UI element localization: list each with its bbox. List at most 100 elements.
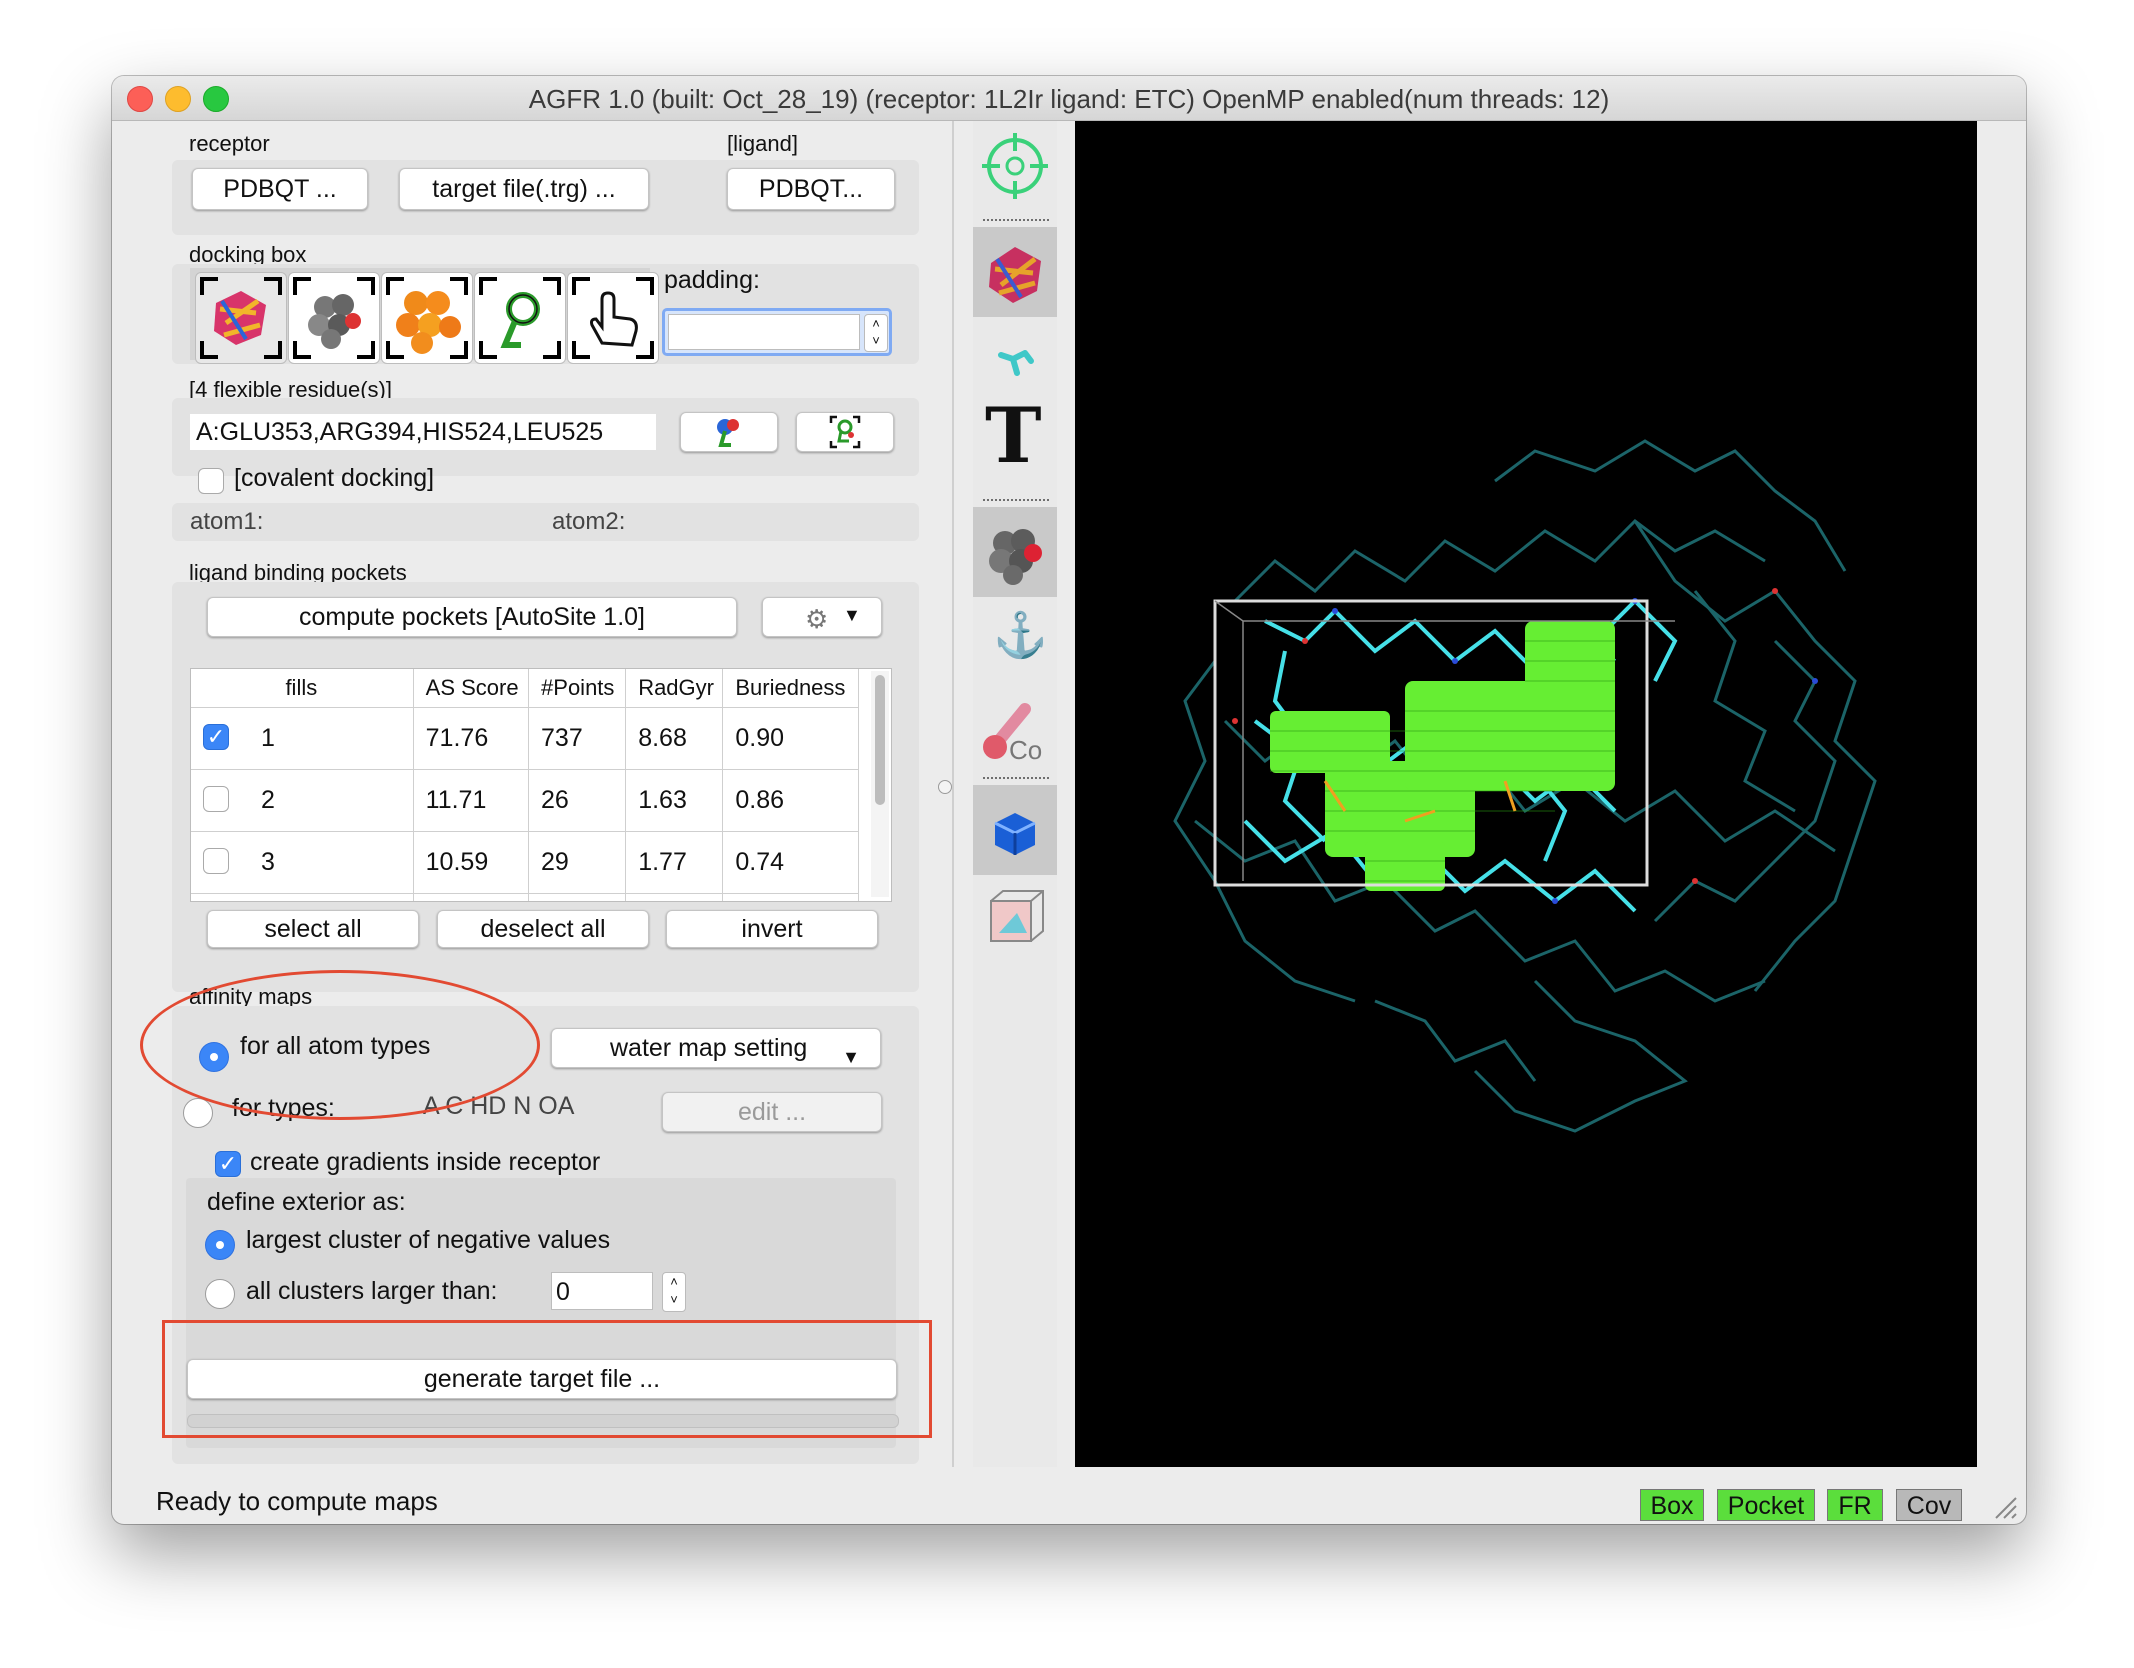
covalent-checkbox[interactable] [198, 468, 224, 494]
cluster-size-stepper[interactable]: ˄ ˅ [662, 1272, 686, 1312]
pocket-spheres-icon [386, 277, 468, 359]
covalent-panel [172, 503, 919, 541]
fill-cell: 3 [191, 831, 414, 894]
toggle-ligand-button[interactable] [973, 317, 1057, 407]
anchor-button[interactable]: ⚓ [973, 597, 1057, 687]
pockets-settings-menu[interactable]: ⚙ ▼ [762, 597, 882, 637]
buried-cell: 0.74 [722, 831, 859, 894]
box-manual-button[interactable] [567, 272, 659, 364]
covalent-bond-button[interactable]: Co [973, 681, 1057, 771]
hand-pointer-icon [572, 277, 654, 359]
invert-button[interactable]: invert [666, 910, 878, 948]
table-row[interactable]: ✓ 1 71.76 737 8.68 0.90 [191, 707, 859, 770]
toggle-receptor-button[interactable] [973, 227, 1057, 317]
box-ligand-button[interactable] [288, 272, 380, 364]
text-icon: T [985, 391, 1042, 480]
radgyr-cell: 1.63 [625, 769, 724, 832]
table-scrollbar[interactable] [871, 671, 889, 897]
col-buriedness[interactable]: Buriedness [722, 669, 859, 708]
score-cell: 71.76 [413, 707, 530, 770]
covalent-label: [covalent docking] [234, 464, 435, 492]
radgyr-cell: 8.68 [625, 707, 724, 770]
generate-target-button[interactable]: generate target file ... [187, 1359, 897, 1399]
compute-pockets-button[interactable]: compute pockets [AutoSite 1.0] [207, 597, 737, 637]
tool-sidebar: T ⚓ Co [973, 121, 1057, 1467]
box-pocket-button[interactable] [381, 272, 473, 364]
ligand-spheres-icon [293, 277, 375, 359]
minimize-window-button[interactable] [165, 86, 191, 112]
toggle-grid-box-button[interactable] [973, 875, 1057, 965]
flex-clear-button[interactable] [796, 412, 894, 452]
water-map-setting-menu[interactable]: water map setting ▼ [551, 1028, 881, 1068]
define-exterior-label: define exterior as: [207, 1188, 406, 1216]
receptor-pdbqt-button[interactable]: PDBQT ... [192, 168, 368, 210]
zoom-window-button[interactable] [203, 86, 229, 112]
gradients-checkbox[interactable]: ✓ [215, 1151, 241, 1177]
docking-box-label: docking box [189, 242, 307, 267]
points-cell: 26 [528, 769, 627, 832]
flex-pick-button[interactable] [680, 412, 778, 452]
sidebar-divider [983, 499, 1049, 501]
table-scroll-thumb[interactable] [875, 675, 885, 805]
cov-status-badge: Cov [1896, 1489, 1962, 1521]
atom1-label: atom1: [190, 508, 264, 535]
covalent-icon: Co [983, 703, 1042, 765]
table-row[interactable]: 2 11.71 26 1.63 0.86 [191, 769, 859, 832]
all-clusters-label: all clusters larger than: [246, 1277, 498, 1305]
box-residue-button[interactable] [474, 272, 566, 364]
crosshair-icon [982, 133, 1048, 199]
flex-residues-field[interactable]: A:GLU353,ARG394,HIS524,LEU525 [190, 414, 656, 450]
pocket-2-checkbox[interactable] [203, 786, 229, 812]
pocket-1-checkbox[interactable]: ✓ [203, 724, 229, 750]
col-radgyr[interactable]: RadGyr [625, 669, 724, 708]
water-map-setting-label: water map setting [610, 1034, 808, 1062]
gradients-label: create gradients inside receptor [250, 1148, 601, 1176]
for-types-radio[interactable] [183, 1098, 213, 1128]
table-row[interactable]: 3 10.59 29 1.77 0.74 [191, 831, 859, 894]
deselect-all-button[interactable]: deselect all [437, 910, 649, 948]
splitter-line [952, 121, 954, 1467]
cluster-size-input[interactable]: 0 [551, 1272, 653, 1310]
col-points[interactable]: #Points [528, 669, 627, 708]
progress-bar [187, 1414, 899, 1428]
box-status-badge: Box [1640, 1489, 1704, 1521]
molecule-render [1173, 439, 1877, 1133]
splitter-handle[interactable] [938, 780, 952, 794]
select-all-button[interactable]: select all [207, 910, 419, 948]
target-file-button[interactable]: target file(.trg) ... [399, 168, 649, 210]
dropdown-arrow-icon: ▼ [843, 605, 861, 625]
all-clusters-radio[interactable] [205, 1279, 235, 1309]
toggle-atoms-button[interactable] [973, 507, 1057, 597]
padding-stepper[interactable]: ˄ ˅ [864, 314, 888, 352]
largest-cluster-label: largest cluster of negative values [246, 1226, 611, 1254]
toggle-labels-button[interactable]: T [973, 391, 1057, 491]
largest-cluster-radio[interactable] [205, 1230, 235, 1260]
annotation-ellipse [140, 970, 540, 1120]
buried-cell: 0.90 [722, 707, 859, 770]
ligand-pdbqt-button[interactable]: PDBQT... [727, 168, 895, 210]
sidebar-divider [983, 219, 1049, 221]
pocket-number: 1 [261, 724, 275, 752]
pocket-number: 2 [261, 786, 275, 814]
edit-types-button[interactable]: edit ... [662, 1092, 882, 1132]
radgyr-cell: 1.77 [625, 831, 724, 894]
resize-grip-icon [1995, 1497, 2017, 1519]
resize-grip[interactable] [1992, 1494, 2018, 1520]
atom2-label: atom2: [552, 508, 626, 535]
points-cell: 737 [528, 707, 627, 770]
center-view-button[interactable] [973, 121, 1057, 211]
pocket-3-checkbox[interactable] [203, 848, 229, 874]
window-title: AGFR 1.0 (built: Oct_28_19) (receptor: 1… [528, 84, 1610, 114]
residue-box-icon [829, 415, 861, 449]
fr-status-badge: FR [1827, 1489, 1883, 1521]
pocket-status-badge: Pocket [1717, 1489, 1815, 1521]
toggle-box-button[interactable] [973, 785, 1057, 875]
col-as-score[interactable]: AS Score [413, 669, 530, 708]
box-receptor-button[interactable] [195, 272, 287, 364]
molecule-viewer[interactable] [1075, 121, 1977, 1467]
close-window-button[interactable] [127, 86, 153, 112]
exterior-panel [186, 1178, 896, 1448]
col-fills[interactable]: fills [191, 669, 414, 708]
svg-text:Co: Co [1009, 735, 1042, 765]
padding-input[interactable] [668, 314, 860, 350]
